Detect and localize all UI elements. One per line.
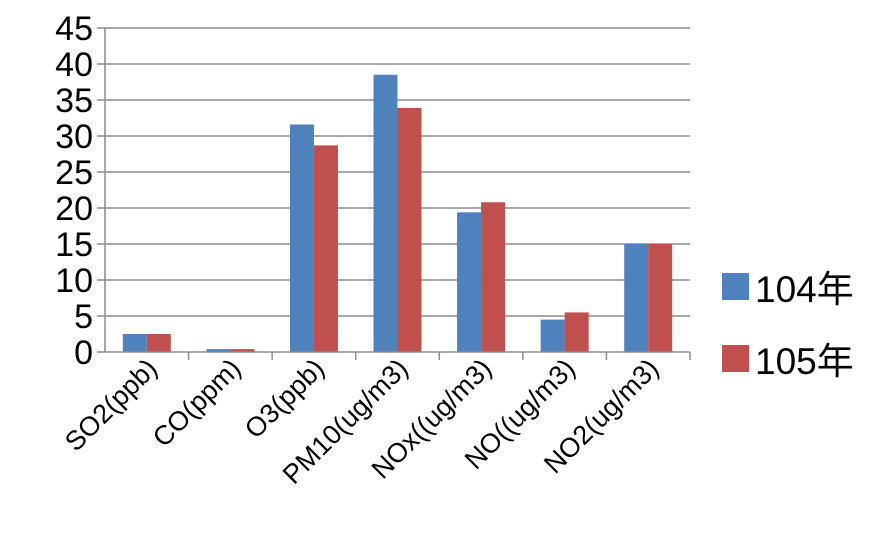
y-tick-label: 0 (74, 334, 93, 372)
legend-label-104: 104年 (755, 269, 854, 310)
bar-105-0 (146, 334, 171, 352)
y-tick-label: 25 (55, 154, 93, 192)
legend-swatch-105 (722, 344, 749, 372)
bar-105-6 (648, 244, 673, 352)
y-tick-label: 15 (55, 226, 93, 264)
y-tick-label: 40 (55, 46, 93, 84)
bar-105-4 (481, 202, 506, 352)
y-tick-label: 35 (55, 82, 93, 120)
bar-104-0 (122, 334, 147, 352)
x-axis-labels: SO2(ppb)CO(ppm)O3(ppb)PM10(ug/m3)NOx((ug… (59, 353, 664, 490)
legend-item-105: 105年 (722, 322, 854, 394)
legend: 104年 105年 (722, 250, 854, 394)
y-tick-label: 30 (55, 118, 93, 156)
bar-104-5 (540, 319, 565, 352)
bars (122, 74, 673, 353)
y-tick-label: 45 (55, 10, 93, 48)
bar-104-1 (206, 349, 231, 352)
x-category-label: CO(ppm) (147, 353, 247, 453)
bar-104-3 (373, 74, 398, 353)
legend-swatch-104 (722, 272, 749, 300)
bar-104-6 (624, 244, 649, 352)
y-tick-label: 20 (55, 190, 93, 228)
bar-104-2 (289, 124, 314, 352)
bar-105-2 (313, 145, 338, 352)
axes (97, 27, 691, 360)
y-tick-label: 5 (74, 298, 93, 336)
bar-105-3 (397, 107, 422, 352)
y-tick-label: 10 (55, 262, 93, 300)
bar-104-4 (457, 212, 482, 352)
legend-item-104: 104年 (722, 250, 854, 322)
legend-label-105: 105年 (755, 341, 854, 382)
bar-105-1 (230, 349, 255, 352)
bar-105-5 (564, 312, 589, 352)
